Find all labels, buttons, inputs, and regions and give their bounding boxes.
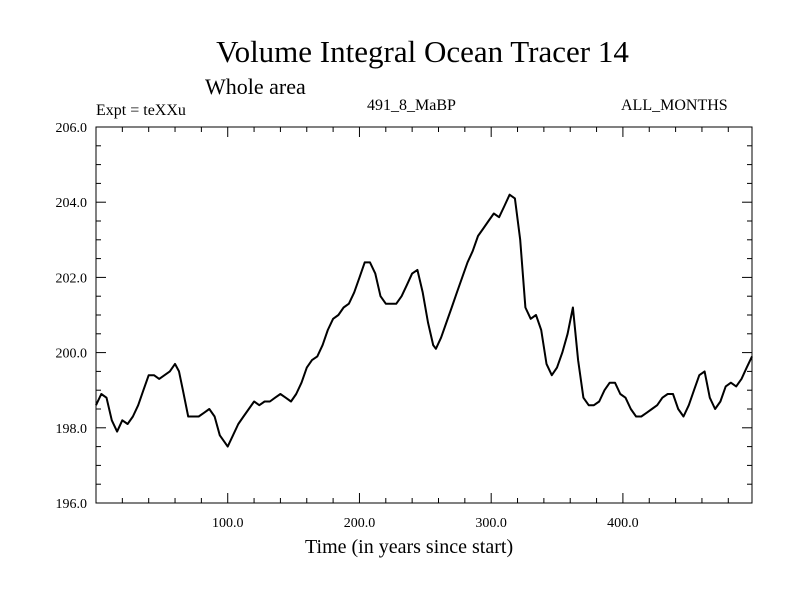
- y-tick-label: 198.0: [56, 422, 88, 437]
- x-axis-label: Time (in years since start): [305, 536, 514, 558]
- x-tick-label: 400.0: [607, 516, 639, 531]
- tick-labels-layer: 100.0 200.0 300.0 400.0 196.0 198.0 200.0 202.0…: [56, 121, 639, 531]
- y-tick-label: 196.0: [56, 497, 88, 512]
- y-tick-label: 200.0: [56, 347, 88, 362]
- chart-title: Volume Integral Ocean Tracer 14: [216, 34, 629, 69]
- experiment-label: Expt = teXXu: [96, 102, 186, 119]
- y-tick-label: 204.0: [56, 196, 88, 211]
- period-label: 491_8_MaBP: [367, 97, 456, 114]
- x-tick-label: 200.0: [344, 516, 376, 531]
- x-tick-label: 300.0: [475, 516, 507, 531]
- y-tick-label: 206.0: [56, 121, 88, 136]
- plot-frame: [95, 126, 753, 504]
- ticks-layer: [96, 127, 752, 503]
- series-layer: [95, 193, 753, 448]
- months-label: ALL_MONTHS: [621, 97, 728, 114]
- x-tick-label: 100.0: [212, 516, 244, 531]
- y-tick-label: 202.0: [56, 271, 88, 286]
- series-line: [95, 193, 753, 448]
- chart-subtitle: Whole area: [205, 74, 306, 99]
